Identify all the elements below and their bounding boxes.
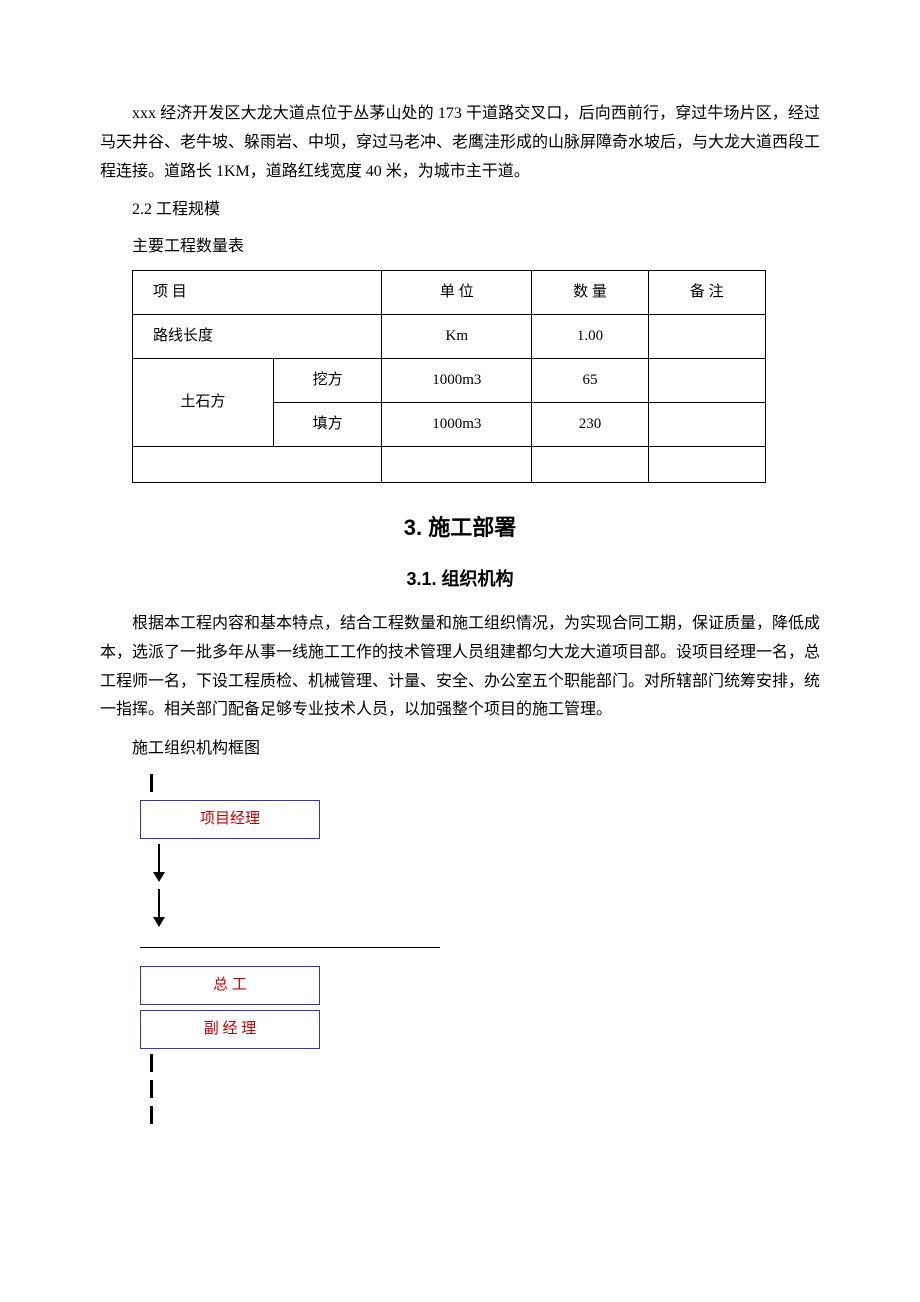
org-box-project-manager: 项目经理 bbox=[140, 800, 320, 839]
table-cell bbox=[532, 446, 649, 482]
table-header-note: 备 注 bbox=[648, 270, 765, 314]
org-box-chief-engineer: 总 工 bbox=[140, 966, 320, 1005]
table-header-qty: 数 量 bbox=[532, 270, 649, 314]
table-row bbox=[133, 446, 766, 482]
table-row: 路线长度 Km 1.00 bbox=[133, 314, 766, 358]
table-cell: Km bbox=[382, 314, 532, 358]
org-box-deputy-manager: 副 经 理 bbox=[140, 1010, 320, 1049]
quantity-table: 项 目 单 位 数 量 备 注 路线长度 Km 1.00 土石方 挖方 1000… bbox=[132, 270, 766, 483]
arrow-down-icon bbox=[150, 844, 170, 884]
table-header-item: 项 目 bbox=[133, 270, 382, 314]
table-cell: 1000m3 bbox=[382, 358, 532, 402]
org-chart-title: 施工组织机构框图 bbox=[100, 735, 820, 764]
para-3-1: 根据本工程内容和基本特点，结合工程数量和施工组织情况，为实现合同工期，保证质量，… bbox=[100, 610, 820, 725]
heading-3-1: 3.1. 组织机构 bbox=[100, 563, 820, 595]
org-tick bbox=[150, 1054, 153, 1072]
org-tick bbox=[150, 1080, 153, 1098]
arrow-down-icon bbox=[150, 889, 170, 929]
table-cell bbox=[648, 314, 765, 358]
table-cell: 路线长度 bbox=[133, 314, 382, 358]
table-cell: 挖方 bbox=[273, 358, 382, 402]
table-cell: 填方 bbox=[273, 402, 382, 446]
table-cell: 230 bbox=[532, 402, 649, 446]
table-header-unit: 单 位 bbox=[382, 270, 532, 314]
table-cell bbox=[648, 402, 765, 446]
section-2-2-heading: 2.2 工程规模 bbox=[100, 196, 820, 225]
table-header-row: 项 目 单 位 数 量 备 注 bbox=[133, 270, 766, 314]
table-cell bbox=[133, 446, 382, 482]
table-cell: 土石方 bbox=[133, 358, 274, 446]
intro-paragraph: xxx 经济开发区大龙大道点位于丛茅山处的 173 干道路交叉口，后向西前行，穿… bbox=[100, 100, 820, 186]
org-tick bbox=[150, 774, 153, 792]
table-cell: 1.00 bbox=[532, 314, 649, 358]
org-tick bbox=[150, 1106, 153, 1124]
heading-3: 3. 施工部署 bbox=[100, 508, 820, 548]
table-cell: 65 bbox=[532, 358, 649, 402]
org-chart: 项目经理 总 工 副 经 理 bbox=[140, 774, 820, 1124]
table-row: 土石方 挖方 1000m3 65 bbox=[133, 358, 766, 402]
table-cell: 1000m3 bbox=[382, 402, 532, 446]
table-cell bbox=[648, 358, 765, 402]
org-divider bbox=[140, 947, 440, 948]
table-cell bbox=[648, 446, 765, 482]
table-caption: 主要工程数量表 bbox=[100, 233, 820, 262]
table-cell bbox=[382, 446, 532, 482]
